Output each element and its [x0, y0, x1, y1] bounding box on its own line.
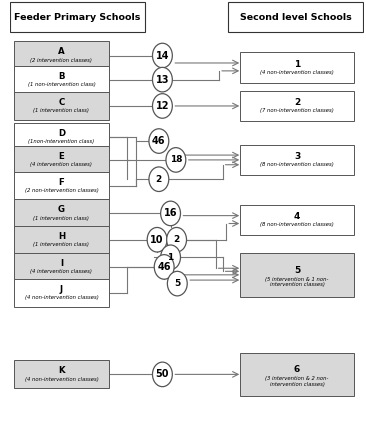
Text: K: K — [58, 367, 65, 375]
Text: (4 intervention classes): (4 intervention classes) — [30, 162, 92, 167]
Text: (1 intervention class): (1 intervention class) — [33, 242, 89, 247]
Text: (4 non-intervention classes): (4 non-intervention classes) — [25, 296, 98, 301]
Text: (8 non-intervention classes): (8 non-intervention classes) — [260, 162, 334, 167]
Circle shape — [167, 227, 187, 252]
FancyBboxPatch shape — [240, 145, 354, 175]
Text: Feeder Primary Schools: Feeder Primary Schools — [14, 13, 141, 22]
Circle shape — [161, 245, 180, 270]
Text: B: B — [58, 72, 65, 81]
Circle shape — [153, 43, 172, 68]
FancyBboxPatch shape — [14, 92, 109, 120]
Circle shape — [149, 129, 169, 153]
Text: (4 non-intervention classes): (4 non-intervention classes) — [260, 70, 334, 74]
Circle shape — [153, 362, 172, 387]
FancyBboxPatch shape — [14, 226, 109, 254]
Text: (2 intervention classes): (2 intervention classes) — [30, 58, 92, 63]
Circle shape — [153, 67, 172, 92]
Text: C: C — [58, 98, 64, 107]
Text: 16: 16 — [164, 209, 177, 218]
Circle shape — [167, 271, 187, 296]
FancyBboxPatch shape — [240, 91, 354, 121]
Text: F: F — [59, 178, 64, 187]
Text: (7 non-intervention classes): (7 non-intervention classes) — [260, 108, 334, 113]
Circle shape — [154, 255, 174, 279]
Text: 5: 5 — [174, 279, 180, 288]
FancyBboxPatch shape — [240, 253, 354, 297]
Text: D: D — [58, 128, 65, 138]
Text: Second level Schools: Second level Schools — [240, 13, 352, 22]
Text: 1: 1 — [167, 253, 174, 262]
FancyBboxPatch shape — [240, 352, 354, 396]
Text: I: I — [60, 259, 63, 268]
Text: H: H — [58, 232, 65, 241]
Text: 10: 10 — [150, 235, 164, 245]
Circle shape — [147, 227, 167, 252]
Text: (1 non-intervention class): (1 non-intervention class) — [27, 82, 95, 87]
Text: 3: 3 — [294, 152, 300, 161]
Text: (8 non-intervention classes): (8 non-intervention classes) — [260, 222, 334, 227]
FancyBboxPatch shape — [14, 123, 109, 150]
FancyBboxPatch shape — [14, 172, 109, 200]
Text: (1 intervention class): (1 intervention class) — [33, 216, 89, 220]
Text: 46: 46 — [157, 262, 171, 272]
Text: 4: 4 — [294, 213, 300, 221]
FancyBboxPatch shape — [14, 66, 109, 94]
FancyBboxPatch shape — [14, 146, 109, 174]
Text: 46: 46 — [152, 136, 166, 146]
Text: 12: 12 — [156, 101, 169, 111]
Text: (1 intervention class): (1 intervention class) — [33, 108, 89, 113]
FancyBboxPatch shape — [14, 360, 109, 389]
Text: 18: 18 — [169, 155, 182, 165]
Circle shape — [149, 167, 169, 191]
FancyBboxPatch shape — [240, 205, 354, 235]
Text: 2: 2 — [156, 175, 162, 184]
Circle shape — [153, 94, 172, 118]
Text: (4 intervention classes): (4 intervention classes) — [30, 269, 92, 274]
FancyBboxPatch shape — [14, 279, 109, 307]
Text: G: G — [58, 205, 65, 214]
FancyBboxPatch shape — [10, 3, 145, 32]
Text: (5 intervention & 1 non-
intervention classes): (5 intervention & 1 non- intervention cl… — [265, 277, 329, 287]
Text: 6: 6 — [294, 365, 300, 374]
FancyBboxPatch shape — [228, 3, 363, 32]
FancyBboxPatch shape — [14, 199, 109, 227]
Text: 13: 13 — [156, 75, 169, 84]
Text: 5: 5 — [294, 266, 300, 275]
Text: (3 intervention & 2 non-
intervention classes): (3 intervention & 2 non- intervention cl… — [265, 376, 329, 387]
Text: (4 non-intervention classes): (4 non-intervention classes) — [25, 377, 98, 381]
Text: 2: 2 — [294, 98, 300, 107]
FancyBboxPatch shape — [240, 52, 354, 83]
Text: (2 non-intervention classes): (2 non-intervention classes) — [25, 188, 98, 193]
FancyBboxPatch shape — [14, 253, 109, 281]
Text: A: A — [58, 48, 65, 56]
Text: (1non-intervention class): (1non-intervention class) — [28, 139, 94, 144]
Circle shape — [166, 148, 186, 172]
Text: 1: 1 — [294, 60, 300, 69]
Text: 14: 14 — [156, 51, 169, 61]
Text: 50: 50 — [156, 370, 169, 379]
FancyBboxPatch shape — [14, 41, 109, 70]
Text: J: J — [60, 285, 63, 294]
Text: E: E — [59, 152, 64, 161]
Circle shape — [161, 201, 180, 226]
Text: 2: 2 — [173, 235, 180, 244]
